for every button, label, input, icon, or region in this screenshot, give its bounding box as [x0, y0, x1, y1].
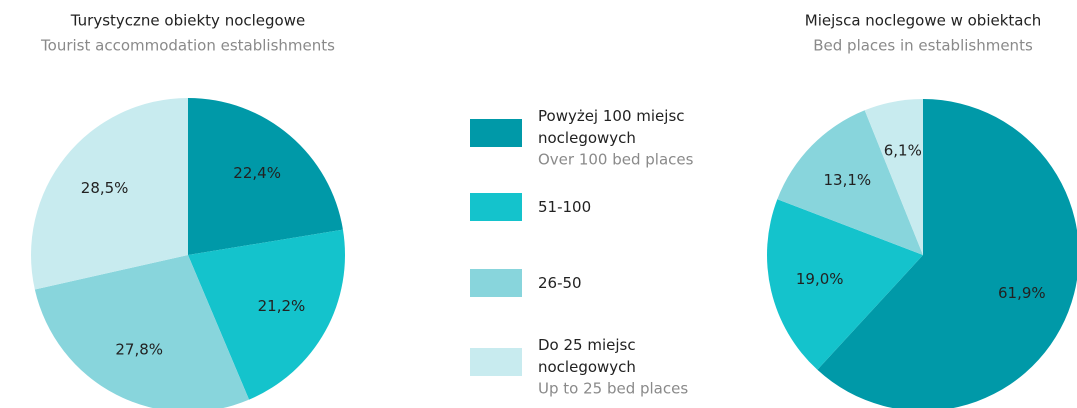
slice-label: 22,4%: [233, 164, 281, 182]
pie-slice: [817, 99, 1077, 408]
pie-slice: [188, 229, 345, 400]
legend-label: Do 25 miejsc noclegowych: [538, 336, 636, 376]
slice-label: 28,5%: [81, 179, 129, 197]
chart-title: Miejsca noclegowe w obiektach: [805, 12, 1041, 30]
slice-label: 6,1%: [884, 141, 922, 159]
pie-slice: [864, 99, 923, 255]
pie-slice: [188, 98, 343, 255]
pie-slice: [767, 199, 923, 370]
legend-label: 26-50: [538, 274, 582, 292]
chart-title: Turystyczne obiekty noclegowe: [70, 12, 305, 30]
chart-subtitle: Tourist accommodation establishments: [40, 37, 335, 55]
legend-label: Powyżej 100 miejsc noclegowych: [538, 107, 685, 147]
legend-sublabel: Up to 25 bed places: [538, 380, 688, 398]
pie-slice: [30, 98, 188, 290]
pie-slice: [777, 110, 923, 255]
chart-subtitle: Bed places in establishments: [813, 37, 1033, 55]
pie-slice: [34, 255, 250, 408]
slice-label: 27,8%: [115, 340, 163, 358]
legend-swatch: [470, 348, 522, 376]
slice-label: 21,2%: [258, 297, 306, 315]
legend-label: 51-100: [538, 198, 591, 216]
slice-label: 61,9%: [998, 284, 1046, 302]
legend-sublabel: Over 100 bed places: [538, 151, 694, 169]
slice-label: 13,1%: [824, 171, 872, 189]
legend-swatch: [470, 269, 522, 297]
slice-label: 19,0%: [796, 270, 844, 288]
legend-swatch: [470, 193, 522, 221]
legend-swatch: [470, 119, 522, 147]
